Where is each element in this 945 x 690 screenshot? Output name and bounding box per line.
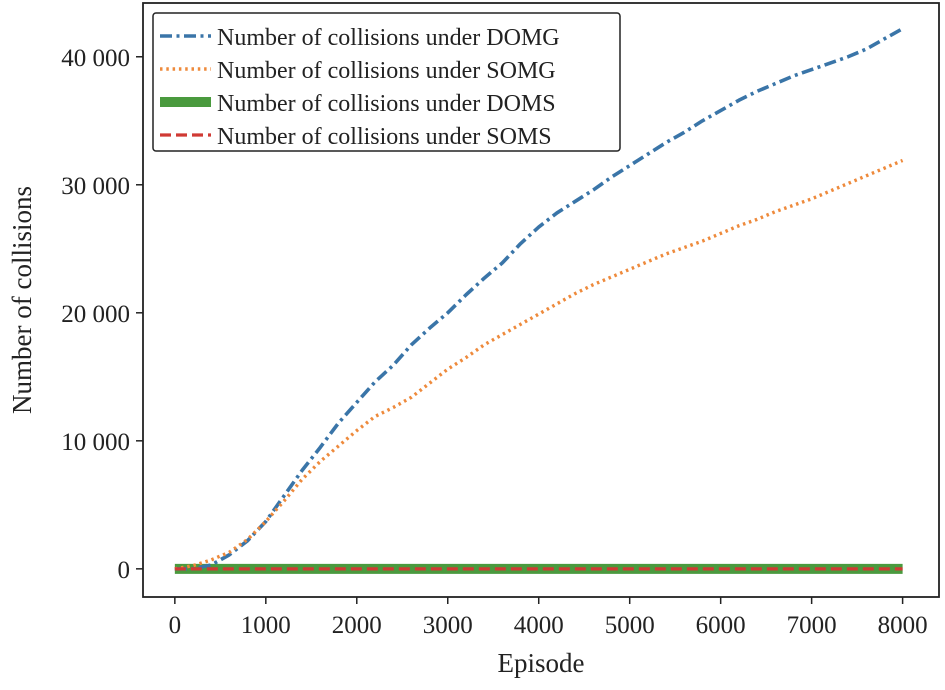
x-tick-label: 5000: [605, 612, 655, 639]
legend-label: Number of collisions under SOMG: [217, 58, 556, 84]
y-tick-label: 0: [118, 557, 131, 584]
series-line-1: [174, 27, 904, 571]
x-tick-label: 7000: [787, 612, 837, 639]
series-layer: [174, 27, 904, 574]
legend-box: [152, 12, 621, 152]
legend-label: Number of collisions under SOMS: [217, 124, 552, 150]
y-tick-label: 20 000: [61, 301, 130, 328]
x-tick-label: 6000: [696, 612, 746, 639]
x-tick-label: 3000: [423, 612, 473, 639]
legend: Number of collisions under DOMG Number of…: [152, 12, 621, 152]
legend-label: Number of collisions under DOMS: [217, 91, 556, 117]
y-axis-label: Number of collisions: [7, 186, 37, 414]
x-axis-label: Episode: [498, 648, 585, 678]
y-tick-label: 10 000: [61, 429, 130, 456]
legend-label: Number of collisions under DOMG: [217, 25, 560, 51]
ticks-layer: 0 1000 2000 3000 4000 5000 6000 7000 8000 0 10 000…: [61, 45, 927, 639]
x-tick-label: 4000: [514, 612, 564, 639]
x-tick-label: 1000: [241, 612, 291, 639]
x-tick-label: 8000: [878, 612, 928, 639]
series-line-2: [174, 158, 904, 571]
x-tick-label: 0: [169, 612, 182, 639]
y-tick-label: 30 000: [61, 173, 130, 200]
y-tick-label: 40 000: [61, 45, 130, 72]
x-tick-label: 2000: [332, 612, 382, 639]
